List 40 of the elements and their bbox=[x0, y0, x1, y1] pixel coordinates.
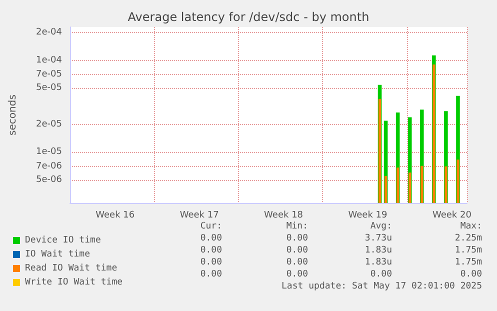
y-tick-label: 7e-06 bbox=[36, 161, 62, 172]
text: Max: bbox=[460, 222, 482, 232]
text: 2.25m bbox=[454, 234, 482, 244]
text: Min: bbox=[286, 222, 308, 232]
y-tick-label: 5e-06 bbox=[36, 174, 62, 185]
text: 3.73u bbox=[364, 234, 392, 244]
legend-label: Device IO time bbox=[25, 236, 101, 246]
text: 1.83u bbox=[364, 246, 392, 256]
x-tick-label: Week 18 bbox=[264, 210, 304, 220]
y-tick-label: 1e-05 bbox=[36, 147, 62, 158]
chart-title: Average latency for /dev/sdc - by month bbox=[128, 10, 370, 24]
text: 0.00 bbox=[286, 270, 308, 280]
text: Last update: Sat May 17 02:01:00 2025 bbox=[282, 282, 482, 292]
text: 0.00 bbox=[286, 234, 308, 244]
text: 0.00 bbox=[200, 270, 222, 280]
text: 0.00 bbox=[370, 270, 392, 280]
text: 0.00 bbox=[286, 246, 308, 256]
y-tick-label: 7e-05 bbox=[36, 69, 62, 80]
y-tick-label: 5e-05 bbox=[36, 82, 62, 93]
legend-label: Read IO Wait time bbox=[25, 264, 118, 274]
text: 0.00 bbox=[200, 258, 222, 268]
text: 1.83u bbox=[364, 258, 392, 268]
y-axis-title: seconds bbox=[8, 94, 18, 136]
y-tick-label: 2e-05 bbox=[36, 120, 62, 130]
text: 0.00 bbox=[286, 258, 308, 268]
x-tick-label: Week 16 bbox=[96, 210, 135, 220]
y-tick-label: 2e-04 bbox=[36, 28, 62, 38]
x-tick-label: Week 17 bbox=[180, 210, 219, 220]
text: 0.00 bbox=[200, 234, 222, 244]
text: 1.75m bbox=[454, 246, 482, 256]
x-tick-label: Week 19 bbox=[348, 210, 388, 220]
text: 0.00 bbox=[460, 270, 482, 280]
text: 1.75m bbox=[454, 258, 482, 268]
x-tick-label: Week 20 bbox=[432, 210, 472, 220]
text: Avg: bbox=[370, 222, 392, 232]
text: 0.00 bbox=[200, 246, 222, 256]
y-tick-label: 1e-04 bbox=[36, 55, 62, 66]
text: Cur: bbox=[200, 222, 222, 232]
legend-label: IO Wait time bbox=[25, 250, 90, 260]
legend-label: Write IO Wait time bbox=[25, 278, 123, 288]
